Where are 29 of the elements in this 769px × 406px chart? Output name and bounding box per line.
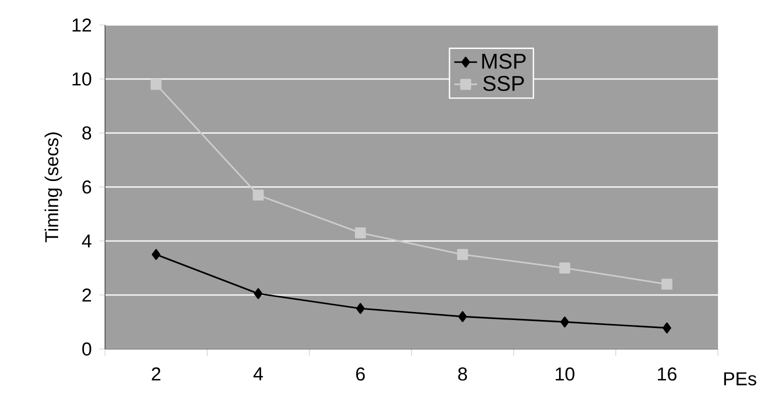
point [559,262,570,274]
x-tick-label: 8 [458,367,467,381]
x-axis-title: PEs [724,372,756,386]
legend-label: MSP [482,54,526,69]
point [356,303,365,314]
point [661,278,672,290]
y-tick-label: 8 [82,126,92,140]
y-tick-label: 12 [72,18,92,32]
x-tick-label: 4 [253,367,263,380]
point [354,227,366,238]
y-tick-label: 6 [82,180,92,194]
y-tick-label: 4 [82,234,92,248]
legend-label: SSP [483,76,524,92]
x-tick-label: 6 [356,367,365,381]
point [458,311,467,322]
point [150,78,162,90]
point [560,316,570,328]
x-tick-label: 16 [658,367,676,381]
y-tick-label: 2 [82,288,92,302]
y-tick-label: 0 [82,342,92,356]
point [457,249,468,260]
x-tick-label: 2 [152,367,160,380]
point [254,288,263,300]
point [252,190,264,201]
x-tick-label: 10 [556,367,574,381]
y-axis-title: Timing (secs) [44,132,62,242]
y-tick-label: 10 [72,72,92,86]
point [152,249,160,260]
point [662,322,672,334]
